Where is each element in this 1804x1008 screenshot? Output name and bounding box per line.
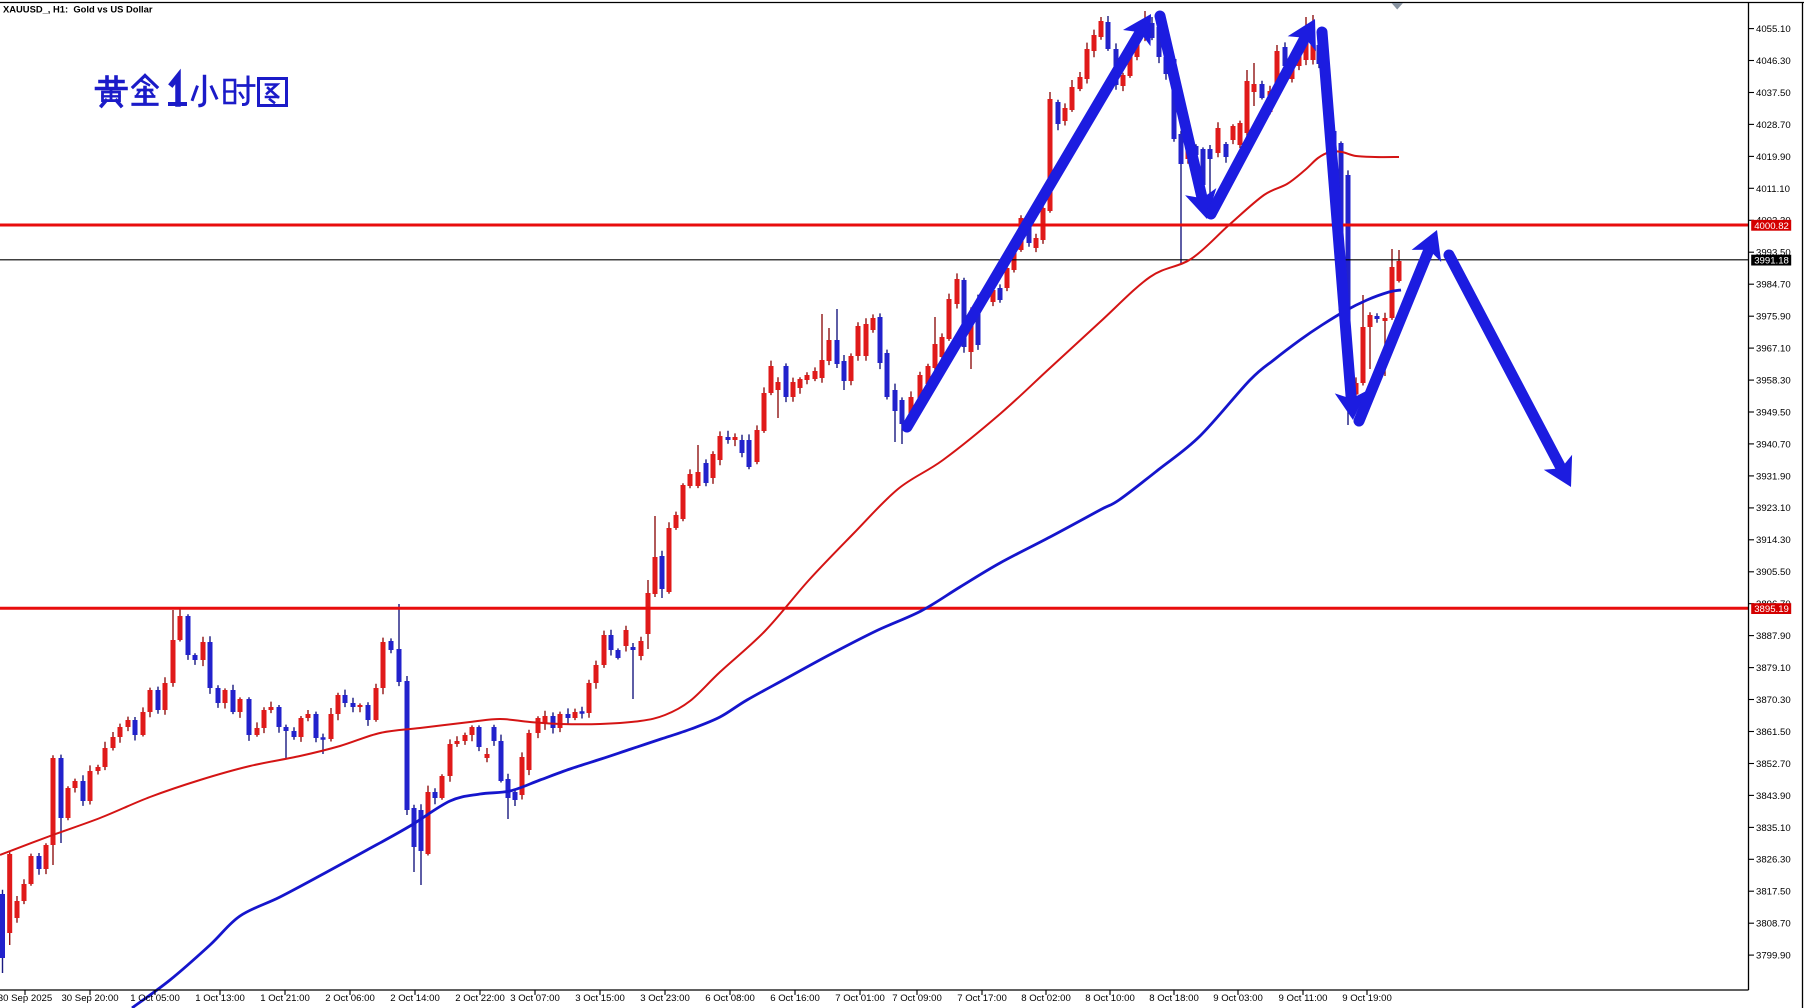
svg-text:3808.70: 3808.70 bbox=[1756, 919, 1791, 930]
svg-text:3967.10: 3967.10 bbox=[1756, 344, 1791, 355]
svg-text:2 Oct 14:00: 2 Oct 14:00 bbox=[390, 993, 440, 1004]
svg-text:9 Oct 11:00: 9 Oct 11:00 bbox=[1279, 993, 1328, 1004]
svg-text:3975.90: 3975.90 bbox=[1756, 312, 1791, 323]
svg-text:3799.90: 3799.90 bbox=[1756, 951, 1791, 962]
svg-text:3905.50: 3905.50 bbox=[1756, 567, 1791, 578]
svg-text:3843.90: 3843.90 bbox=[1756, 791, 1791, 802]
svg-text:4019.90: 4019.90 bbox=[1756, 152, 1791, 163]
svg-text:3940.70: 3940.70 bbox=[1756, 439, 1791, 450]
svg-text:3895.19: 3895.19 bbox=[1754, 604, 1789, 615]
svg-text:3 Oct 23:00: 3 Oct 23:00 bbox=[640, 993, 690, 1004]
svg-text:3879.10: 3879.10 bbox=[1756, 663, 1791, 674]
svg-text:3 Oct 07:00: 3 Oct 07:00 bbox=[510, 993, 560, 1004]
svg-text:4046.30: 4046.30 bbox=[1756, 56, 1791, 67]
svg-text:3958.30: 3958.30 bbox=[1756, 375, 1791, 386]
svg-text:4055.10: 4055.10 bbox=[1756, 24, 1791, 35]
svg-text:1 Oct 13:00: 1 Oct 13:00 bbox=[195, 993, 245, 1004]
svg-text:3852.70: 3852.70 bbox=[1756, 759, 1791, 770]
svg-text:30 Sep 2025: 30 Sep 2025 bbox=[0, 993, 52, 1004]
svg-text:1 Oct 21:00: 1 Oct 21:00 bbox=[260, 993, 310, 1004]
svg-text:8 Oct 18:00: 8 Oct 18:00 bbox=[1149, 993, 1199, 1004]
svg-text:30 Sep 20:00: 30 Sep 20:00 bbox=[61, 993, 118, 1004]
svg-text:3887.90: 3887.90 bbox=[1756, 631, 1791, 642]
svg-text:3870.30: 3870.30 bbox=[1756, 695, 1791, 706]
svg-text:XAUUSD_, H1: Gold vs US Dolla: XAUUSD_, H1: Gold vs US Dollar bbox=[3, 4, 153, 15]
svg-text:3984.70: 3984.70 bbox=[1756, 280, 1791, 291]
svg-text:3 Oct 15:00: 3 Oct 15:00 bbox=[575, 993, 625, 1004]
svg-text:6 Oct 16:00: 6 Oct 16:00 bbox=[770, 993, 820, 1004]
svg-text:3914.30: 3914.30 bbox=[1756, 535, 1791, 546]
svg-text:8 Oct 02:00: 8 Oct 02:00 bbox=[1021, 993, 1071, 1004]
svg-text:9 Oct 03:00: 9 Oct 03:00 bbox=[1213, 993, 1263, 1004]
svg-text:3949.50: 3949.50 bbox=[1756, 407, 1791, 418]
svg-text:9 Oct 19:00: 9 Oct 19:00 bbox=[1342, 993, 1392, 1004]
svg-text:8 Oct 10:00: 8 Oct 10:00 bbox=[1085, 993, 1135, 1004]
svg-text:1 Oct 05:00: 1 Oct 05:00 bbox=[130, 993, 180, 1004]
svg-text:4028.70: 4028.70 bbox=[1756, 120, 1791, 131]
svg-text:3923.10: 3923.10 bbox=[1756, 503, 1791, 514]
svg-text:7 Oct 09:00: 7 Oct 09:00 bbox=[892, 993, 942, 1004]
svg-text:4000.82: 4000.82 bbox=[1754, 221, 1789, 232]
svg-text:3991.18: 3991.18 bbox=[1754, 256, 1789, 267]
svg-text:3993.50: 3993.50 bbox=[1756, 248, 1791, 259]
svg-text:2 Oct 06:00: 2 Oct 06:00 bbox=[325, 993, 375, 1004]
svg-text:7 Oct 01:00: 7 Oct 01:00 bbox=[835, 993, 885, 1004]
svg-text:4037.50: 4037.50 bbox=[1756, 88, 1791, 99]
svg-text:6 Oct 08:00: 6 Oct 08:00 bbox=[705, 993, 755, 1004]
svg-text:7 Oct 17:00: 7 Oct 17:00 bbox=[957, 993, 1007, 1004]
svg-text:2 Oct 22:00: 2 Oct 22:00 bbox=[455, 993, 505, 1004]
svg-text:3826.30: 3826.30 bbox=[1756, 855, 1791, 866]
svg-text:4011.10: 4011.10 bbox=[1756, 184, 1790, 195]
svg-text:3931.90: 3931.90 bbox=[1756, 471, 1791, 482]
svg-text:3817.50: 3817.50 bbox=[1756, 887, 1791, 898]
svg-text:3835.10: 3835.10 bbox=[1756, 823, 1791, 834]
svg-text:3861.50: 3861.50 bbox=[1756, 727, 1791, 738]
